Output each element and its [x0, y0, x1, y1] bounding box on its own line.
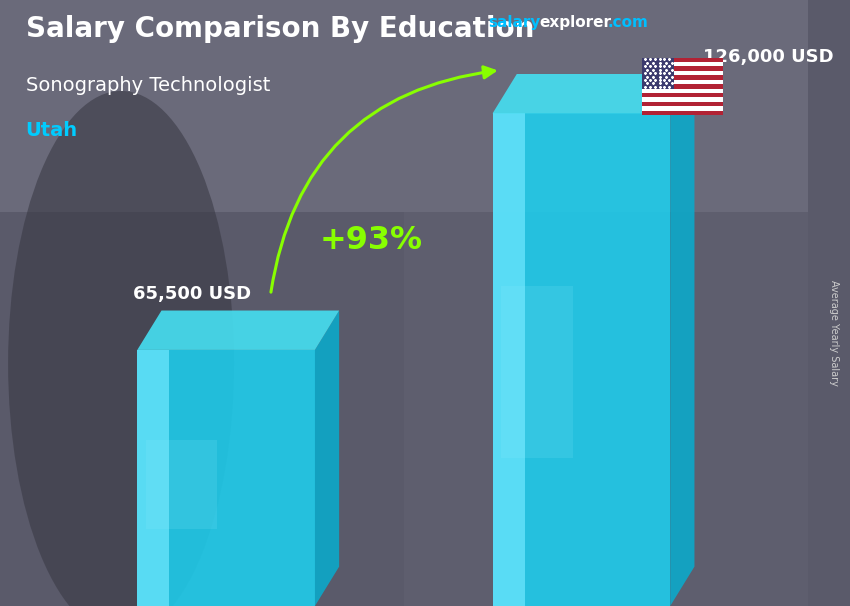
Text: salary: salary: [489, 15, 541, 30]
Text: explorer: explorer: [540, 15, 612, 30]
Bar: [642, 106, 722, 111]
Bar: [642, 84, 722, 88]
Polygon shape: [502, 286, 573, 458]
Text: 65,500 USD: 65,500 USD: [133, 285, 252, 303]
FancyArrowPatch shape: [271, 67, 495, 292]
Polygon shape: [138, 350, 169, 606]
Ellipse shape: [8, 91, 234, 606]
Bar: [642, 88, 722, 93]
Bar: [642, 62, 722, 67]
Bar: [642, 71, 722, 75]
Text: +93%: +93%: [320, 225, 423, 256]
Polygon shape: [492, 74, 694, 113]
Bar: [404, 0, 808, 606]
Bar: [642, 111, 722, 115]
Polygon shape: [146, 439, 218, 529]
Bar: [642, 75, 722, 80]
Text: .com: .com: [608, 15, 649, 30]
Bar: [642, 58, 674, 88]
Text: Sonography Technologist: Sonography Technologist: [26, 76, 269, 95]
Polygon shape: [138, 350, 314, 606]
Bar: [642, 102, 722, 106]
Text: 126,000 USD: 126,000 USD: [702, 48, 833, 66]
Polygon shape: [670, 74, 694, 606]
Bar: [642, 80, 722, 84]
Bar: [642, 67, 722, 71]
Polygon shape: [314, 310, 339, 606]
Polygon shape: [492, 113, 524, 606]
Text: Average Yearly Salary: Average Yearly Salary: [829, 281, 839, 386]
Polygon shape: [492, 113, 670, 606]
Bar: [642, 93, 722, 98]
Text: Salary Comparison By Education: Salary Comparison By Education: [26, 15, 534, 43]
Bar: [0, 0, 808, 212]
Bar: [642, 58, 722, 62]
Polygon shape: [138, 310, 339, 350]
Bar: [642, 98, 722, 102]
Text: Utah: Utah: [26, 121, 77, 140]
